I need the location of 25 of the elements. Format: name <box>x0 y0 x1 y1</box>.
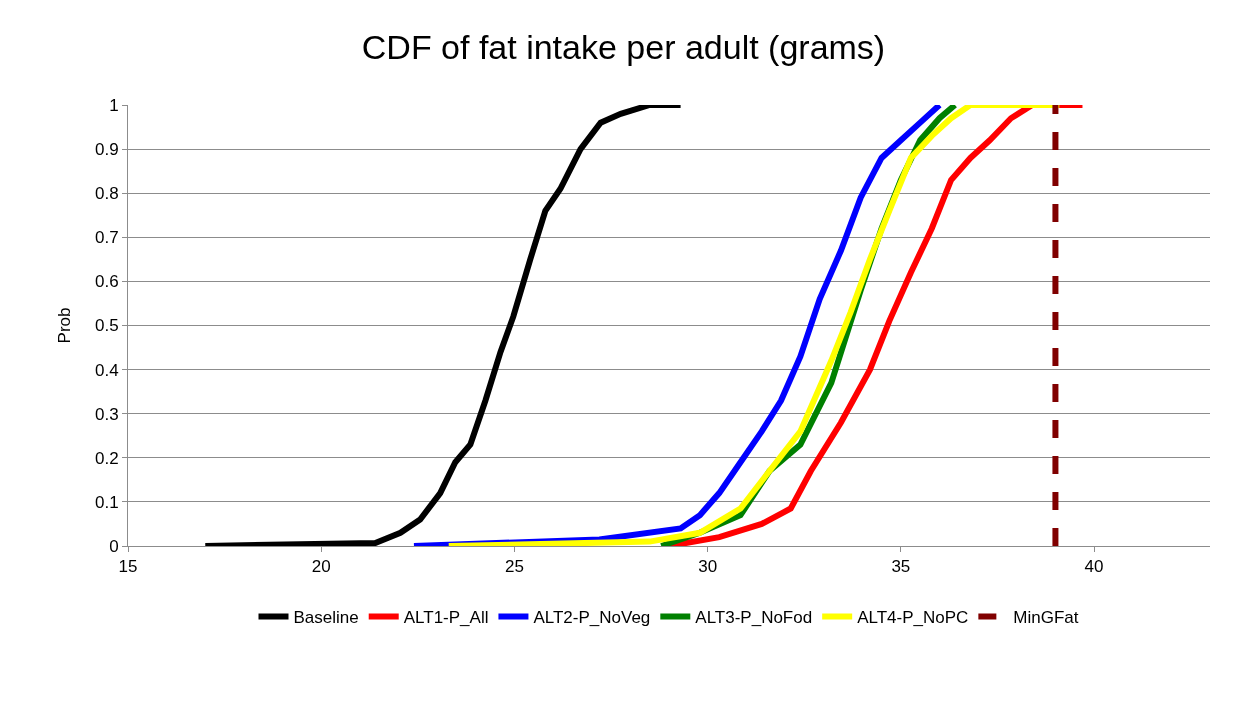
x-tick-label: 20 <box>311 557 331 577</box>
y-tick-label: 0.8 <box>94 184 119 204</box>
y-tick-label: 0.1 <box>94 492 119 512</box>
y-tick-label: 0.7 <box>94 228 119 248</box>
legend-label: Baseline <box>293 608 359 628</box>
x-tick-label: 25 <box>504 557 524 577</box>
y-tick-label: 0.9 <box>94 140 119 160</box>
y-tick-label: 0.4 <box>94 360 119 380</box>
legend-label: ALT2-P_NoVeg <box>533 608 651 628</box>
y-tick-label: 0 <box>109 536 119 556</box>
legend-label: ALT4-P_NoPC <box>857 608 969 628</box>
y-tick-label: 0.2 <box>94 448 119 468</box>
legend-label: ALT1-P_All <box>403 608 489 628</box>
legend-label: ALT3-P_NoFod <box>695 608 813 628</box>
y-tick-label: 0.3 <box>94 404 119 424</box>
x-tick-label: 40 <box>1084 557 1104 577</box>
legend-label: MinGFat <box>1013 608 1079 628</box>
y-tick-label: 1 <box>109 95 119 115</box>
x-tick-label: 35 <box>891 557 911 577</box>
x-tick-label: 15 <box>118 557 138 577</box>
x-tick-label: 30 <box>698 557 718 577</box>
y-tick-label: 0.5 <box>94 316 119 336</box>
chart-title: CDF of fat intake per adult (grams) <box>361 28 886 67</box>
y-axis-title: Prob <box>54 307 74 344</box>
y-tick-label: 0.6 <box>94 272 119 292</box>
